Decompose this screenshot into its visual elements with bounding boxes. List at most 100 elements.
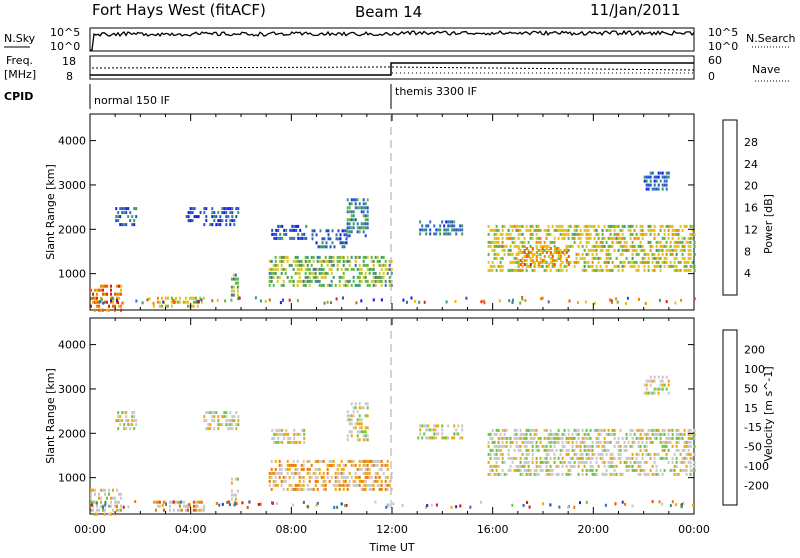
data-cell [595,252,598,256]
data-cell [305,224,308,228]
data-cell [273,236,276,240]
data-cell [613,468,616,472]
data-cell [223,411,226,415]
y-tick-label: 2000 [58,427,86,440]
data-cell [276,263,279,267]
data-cell [653,179,656,183]
data-cell [346,259,349,263]
data-cell [613,248,616,252]
data-cell [643,175,646,179]
data-cell [491,260,494,264]
data-cell [429,428,432,432]
data-cell [659,224,662,228]
data-cell [691,228,694,232]
data-cell [565,228,568,232]
data-cell [657,171,660,175]
data-cell [535,460,538,464]
data-cell [354,463,357,467]
data-cell [621,244,624,248]
data-cell [186,300,189,304]
data-cell [120,292,122,296]
data-cell [358,402,361,406]
data-cell [211,211,214,215]
data-cell [571,448,574,452]
data-cell [603,444,606,448]
data-cell [661,379,664,383]
colorbar-tick-label: -50 [744,441,762,454]
data-cell [131,415,134,419]
data-cell [152,304,155,308]
scatter-cell [435,503,438,507]
data-cell [356,283,359,287]
scatter-cell [172,298,175,302]
data-cell [515,244,518,248]
data-cell [350,459,353,463]
data-cell [326,463,329,467]
data-cell [344,463,347,467]
data-cell [529,264,532,268]
scatter-cell [187,505,190,509]
data-cell [689,464,692,468]
date-label: 11/Jan/2011 [590,1,681,19]
data-cell [647,260,650,264]
data-cell [659,244,662,248]
data-cell [362,263,365,267]
data-cell [354,479,357,483]
data-cell [443,436,446,440]
data-cell [677,440,680,444]
data-cell [605,452,608,456]
data-cell [493,252,496,256]
data-cell [621,224,624,228]
data-cell [495,444,498,448]
data-cell [649,228,652,232]
data-cell [342,475,345,479]
data-cell [533,432,536,436]
data-cell [327,233,330,237]
data-cell [681,252,684,256]
data-cell [633,260,636,264]
data-cell [541,444,544,448]
data-cell [515,440,518,444]
data-cell [491,468,494,472]
data-cell [268,267,271,271]
data-cell [505,472,508,476]
scatter-cell [568,299,571,303]
data-cell [156,300,159,304]
data-cell [196,304,199,308]
data-cell [551,440,554,444]
data-cell [655,260,658,264]
data-cell [623,444,626,448]
data-cell [98,304,100,308]
data-cell [340,467,343,471]
data-cell [223,207,226,211]
data-cell [187,211,190,215]
data-cell [565,268,568,272]
data-cell [445,436,448,440]
data-cell [635,232,638,236]
data-cell [178,300,181,304]
data-cell [358,438,361,442]
data-cell [334,483,337,487]
data-cell [519,240,522,244]
data-cell [329,237,332,241]
data-cell [613,264,616,268]
scatter-cell [211,299,214,303]
data-cell [683,456,686,460]
data-cell [517,436,520,440]
data-cell [539,264,542,268]
data-cell [649,240,652,244]
data-cell [286,467,289,471]
data-cell [689,440,692,444]
data-cell [380,487,383,491]
scatter-cell [680,503,683,507]
data-cell [98,300,100,304]
data-cell [356,434,359,438]
data-cell [529,228,532,232]
data-cell [671,460,674,464]
data-cell [207,423,210,427]
data-cell [599,428,602,432]
data-cell [691,264,694,268]
data-cell [593,472,596,476]
data-cell [625,244,628,248]
noise-tick-right-top: 10^5 [708,26,738,39]
